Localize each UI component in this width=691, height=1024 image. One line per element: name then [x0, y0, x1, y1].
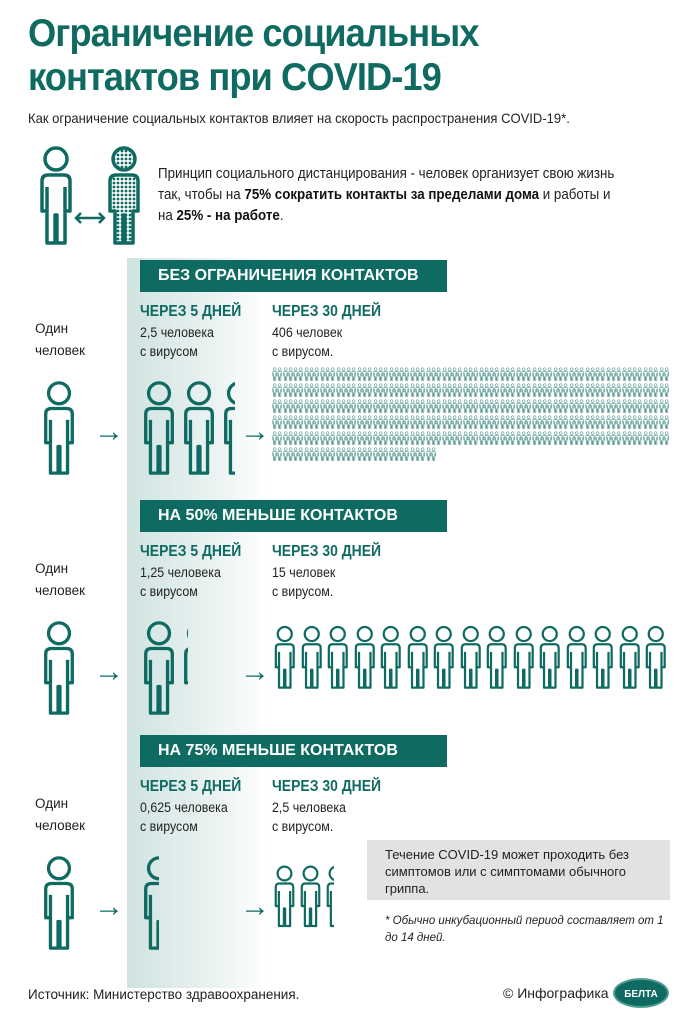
principle-part: и работы и на [158, 187, 611, 224]
person-icon [140, 380, 178, 475]
desc-line: с вирусом. [272, 344, 334, 359]
person-icon [40, 620, 78, 715]
principle-part: . [279, 208, 284, 224]
desc-line: 2,5 человека [140, 325, 214, 340]
start-person [40, 380, 78, 480]
person-icon [405, 620, 431, 694]
person-icon [484, 620, 510, 694]
desc-line: с вирусом. [272, 584, 334, 599]
five-days-desc: 0,625 человека с вирусом [140, 798, 228, 836]
partial-person-icon [180, 620, 188, 720]
section-header: НА 75% МЕНЬШЕ КОНТАКТОВ [140, 735, 447, 767]
desc-line: с вирусом. [272, 819, 334, 834]
five-days-label: ЧЕРЕЗ 5 ДНЕЙ [140, 543, 242, 560]
person-icon [564, 620, 590, 694]
person-icon [378, 620, 404, 694]
person-icon [40, 380, 78, 475]
partial-person-icon [140, 855, 159, 955]
start-label: Один человек [35, 796, 86, 833]
thirty-days-label: ЧЕРЕЗ 30 ДНЕЙ [272, 778, 382, 795]
arrow-icon: → [94, 415, 124, 448]
five-days-desc: 1,25 человека с вирусом [140, 563, 221, 601]
person-icon [617, 620, 643, 694]
start-label: Один человек [35, 561, 86, 598]
subtitle: Как ограничение социальных контактов вли… [28, 110, 570, 126]
person-icon [590, 620, 616, 694]
person-icon [272, 862, 297, 930]
person-icon [299, 620, 325, 694]
principle-bold: 75% сократить контакты за пределами дома [244, 187, 540, 203]
person-icon [272, 620, 298, 694]
thirty-days-desc: 2,5 человека с вирусом. [272, 798, 346, 836]
person-icon [40, 855, 78, 950]
five-days-label: ЧЕРЕЗ 5 ДНЕЙ [140, 778, 242, 795]
title-line-1: Ограничение социальных [28, 12, 479, 55]
principle-bold: 25% - на работе [176, 208, 280, 224]
thirty-day-people [272, 862, 334, 935]
desc-line: 0,625 человека [140, 800, 228, 815]
five-days-desc: 2,5 человека с вирусом [140, 323, 214, 361]
desc-line: с вирусом [140, 819, 198, 834]
five-day-people [140, 620, 188, 720]
start-person [40, 620, 78, 720]
thirty-days-desc: 15 человек с вирусом. [272, 563, 335, 601]
person-icon [180, 380, 218, 475]
person-icon [324, 862, 334, 930]
person-icon [352, 620, 378, 694]
title-line-2: контактов при COVID-19 [28, 56, 442, 99]
desc-line: 2,5 человека [272, 800, 346, 815]
thirty-days-desc: 406 человек с вирусом. [272, 323, 342, 361]
credit: © Инфографика [503, 985, 609, 1001]
thirty-day-people [272, 620, 669, 694]
small-person-icon [664, 415, 669, 429]
social-distance-icon [40, 146, 140, 245]
person-icon [180, 620, 188, 715]
desc-line: 15 человек [272, 565, 336, 580]
five-day-people [140, 380, 235, 480]
arrow-icon: → [94, 890, 124, 923]
small-person-icon [431, 447, 436, 461]
principle-text: Принцип социального дистанцирования - че… [158, 164, 618, 227]
small-person-icon [664, 367, 669, 381]
person-icon [643, 620, 669, 694]
note-box: Течение COVID-19 может проходить без сим… [367, 840, 670, 900]
desc-line: 1,25 человека [140, 565, 221, 580]
thirty-days-label: ЧЕРЕЗ 30 ДНЕЙ [272, 543, 382, 560]
person-icon [458, 620, 484, 694]
partial-person-icon [324, 862, 334, 935]
arrow-icon: → [94, 655, 124, 688]
person-icon [511, 620, 537, 694]
thirty-day-people [272, 367, 672, 461]
arrow-icon: → [240, 655, 270, 688]
person-icon [140, 620, 178, 715]
five-days-label: ЧЕРЕЗ 5 ДНЕЙ [140, 303, 242, 320]
person-icon [298, 862, 323, 930]
person-icon [220, 380, 235, 475]
arrow-icon: → [240, 415, 270, 448]
person-icon [431, 620, 457, 694]
thirty-days-label: ЧЕРЕЗ 30 ДНЕЙ [272, 303, 382, 320]
person-icon [537, 620, 563, 694]
person-icon [325, 620, 351, 694]
person-icon [140, 855, 159, 950]
five-day-people [140, 855, 159, 955]
page-title: Ограничение социальных контактов при COVI… [28, 12, 479, 100]
principle-part: Принцип социального дистанцирования - че… [158, 166, 615, 203]
desc-line: 406 человек [272, 325, 343, 340]
start-person [40, 855, 78, 955]
section-header: БЕЗ ОГРАНИЧЕНИЯ КОНТАКТОВ [140, 260, 447, 292]
source: Источник: Министерство здравоохранения. [28, 987, 300, 1002]
arrow-icon: → [240, 890, 270, 923]
belta-logo: БЕЛТА [613, 978, 669, 1008]
small-person-icon [664, 431, 669, 445]
section-header: НА 50% МЕНЬШЕ КОНТАКТОВ [140, 500, 447, 532]
desc-line: с вирусом [140, 344, 198, 359]
start-label: Один человек [35, 321, 86, 358]
small-person-icon [664, 383, 669, 397]
small-person-icon [664, 399, 669, 413]
partial-person-icon [220, 380, 235, 480]
desc-line: с вирусом [140, 584, 198, 599]
footnote: * Обычно инкубационный период составляет… [385, 915, 664, 944]
